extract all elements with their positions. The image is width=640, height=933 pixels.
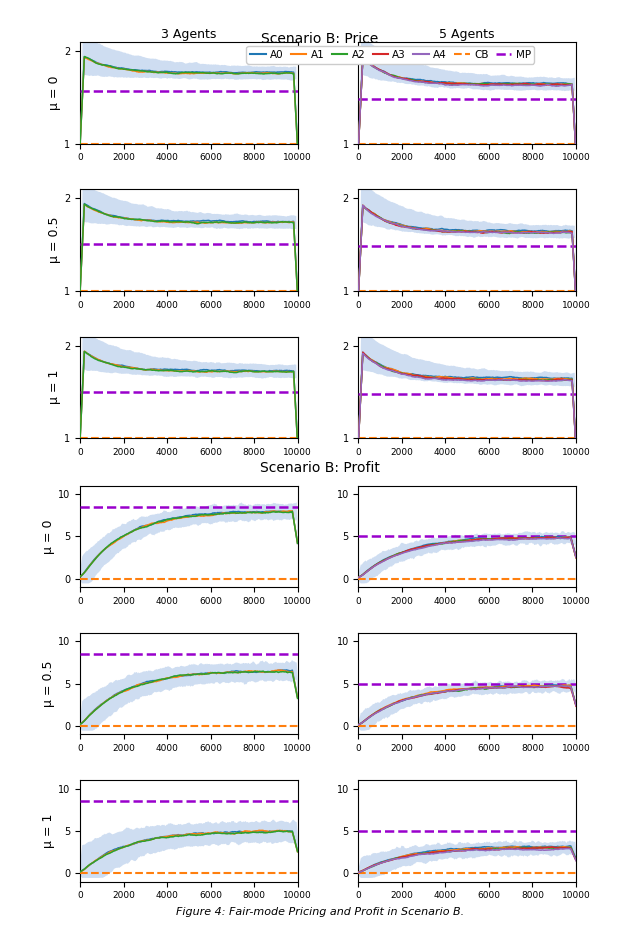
Text: Scenario B: Price: Scenario B: Price: [261, 32, 379, 47]
Y-axis label: μ = 0: μ = 0: [42, 519, 55, 553]
Title: 5 Agents: 5 Agents: [440, 28, 495, 41]
Y-axis label: μ = 0.5: μ = 0.5: [48, 216, 61, 263]
Text: Figure 4: Fair-mode Pricing and Profit in Scenario B.: Figure 4: Fair-mode Pricing and Profit i…: [176, 908, 464, 917]
Y-axis label: μ = 0: μ = 0: [48, 76, 61, 110]
Y-axis label: μ = 1: μ = 1: [48, 370, 61, 405]
Legend: A0, A1, A2, A3, A4, CB, MP: A0, A1, A2, A3, A4, CB, MP: [246, 47, 534, 63]
Y-axis label: μ = 0.5: μ = 0.5: [42, 661, 55, 707]
Text: Scenario B: Profit: Scenario B: Profit: [260, 461, 380, 476]
Y-axis label: μ = 1: μ = 1: [42, 814, 55, 848]
Title: 3 Agents: 3 Agents: [161, 28, 216, 41]
